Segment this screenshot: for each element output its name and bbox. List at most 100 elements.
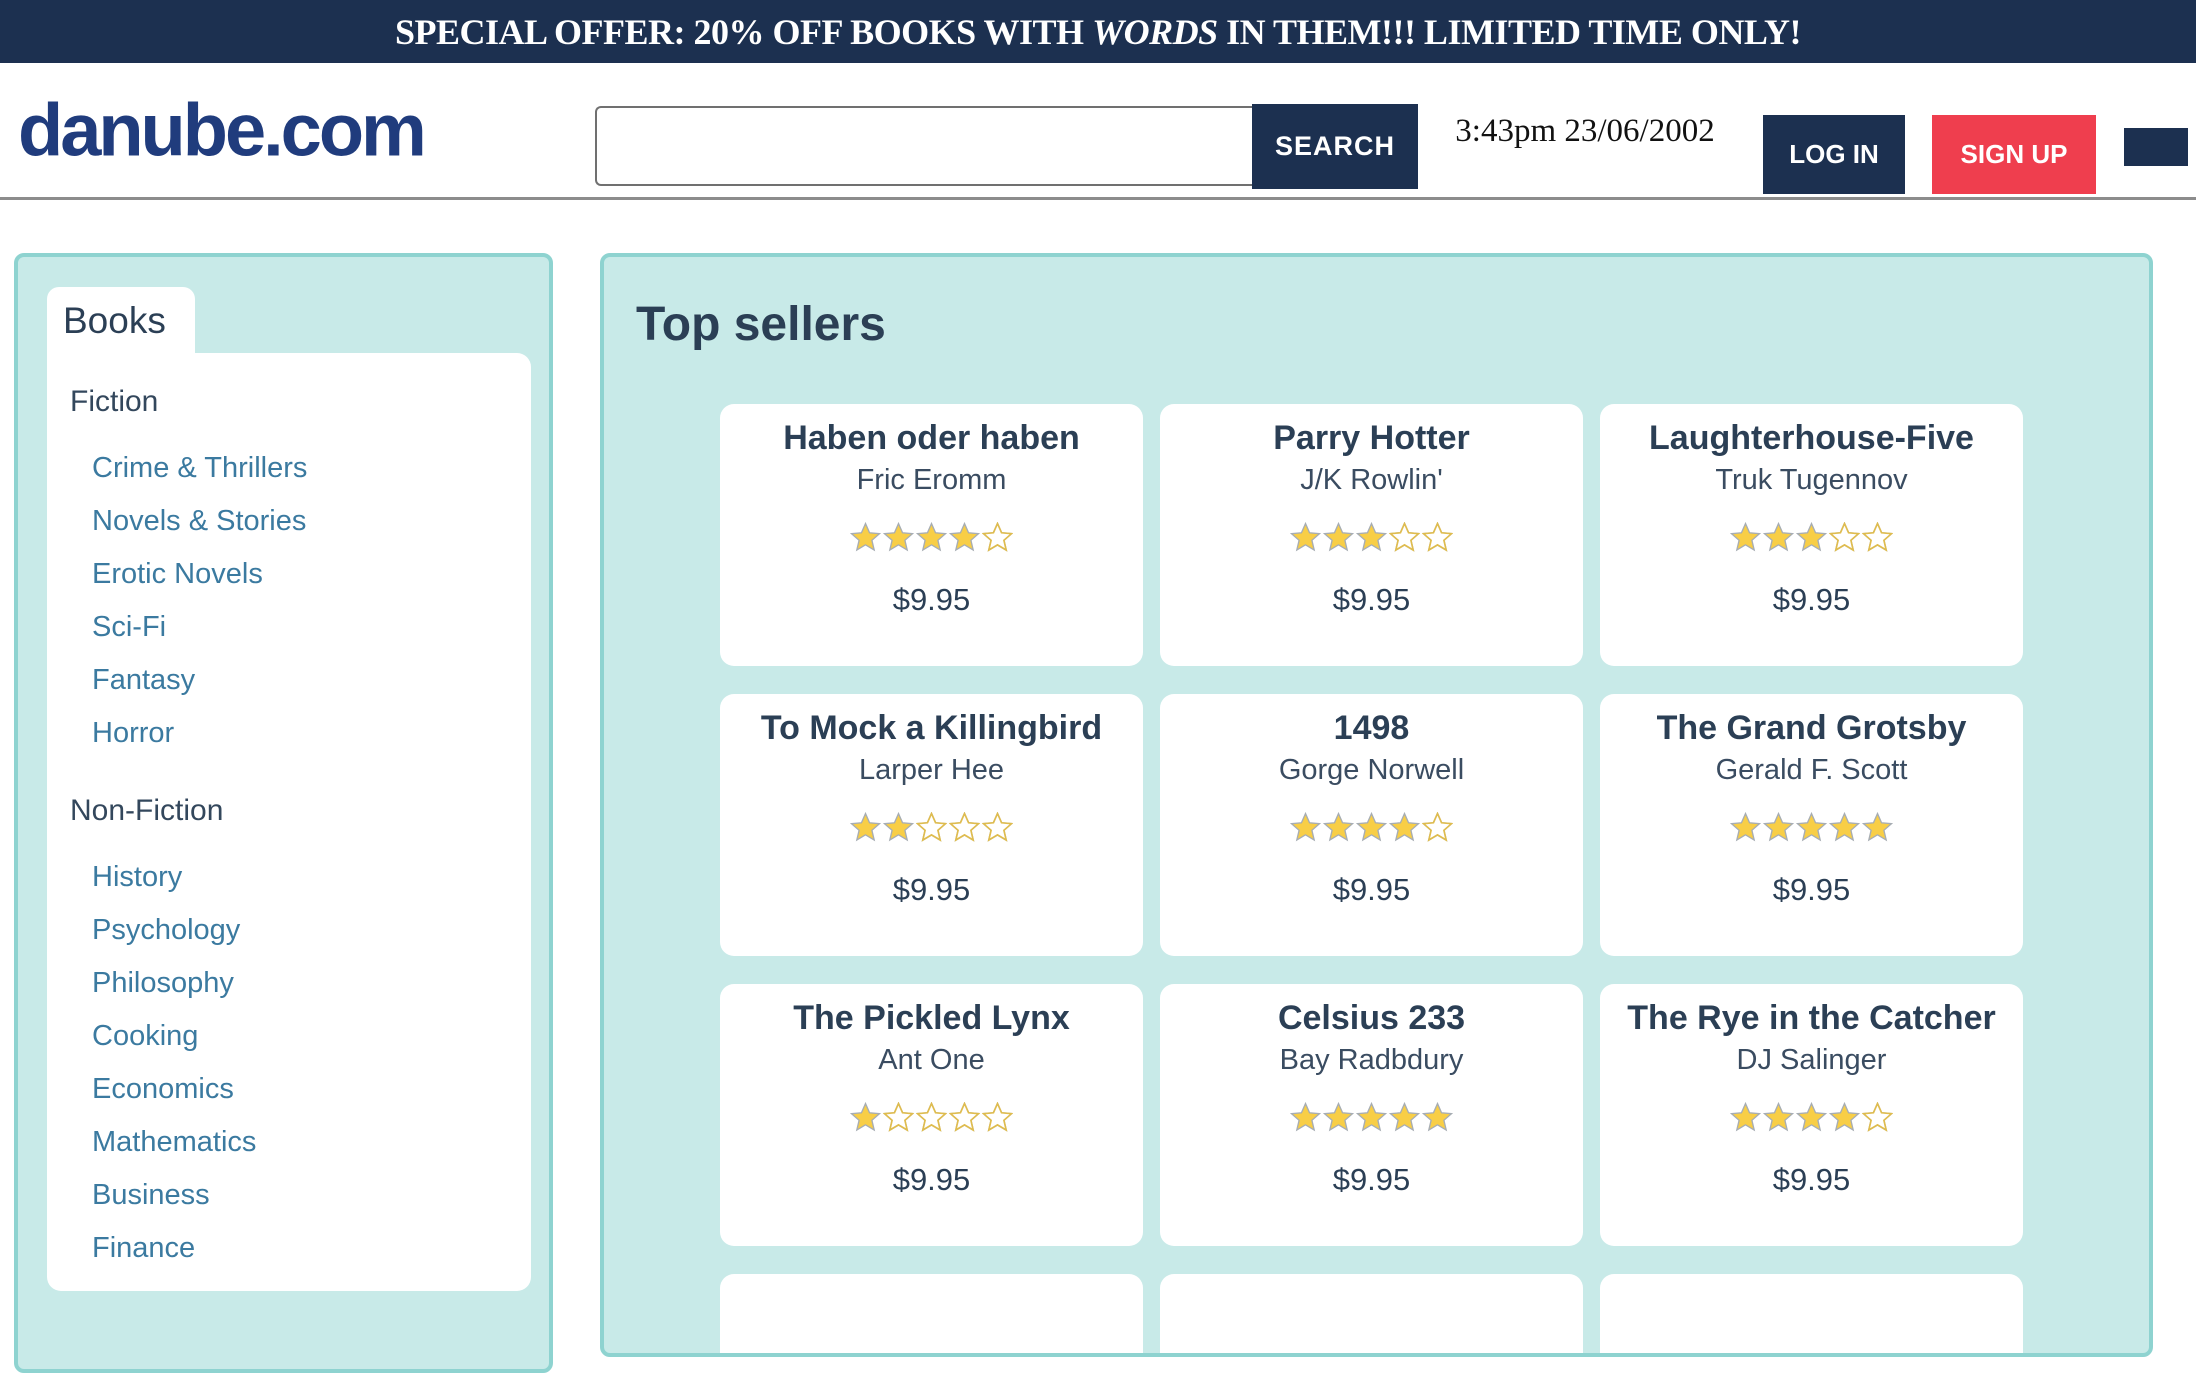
book-card[interactable]: The Pickled Lynx Ant One $9.95 — [720, 984, 1143, 1246]
login-button[interactable]: LOG IN — [1763, 115, 1905, 194]
star-empty-icon — [982, 1102, 1013, 1132]
book-price: $9.95 — [892, 872, 971, 907]
header-corner-box[interactable] — [2124, 128, 2188, 166]
star-empty-icon — [916, 1102, 947, 1132]
books-tab[interactable]: Books — [47, 287, 195, 355]
book-author: Gerald F. Scott — [1715, 754, 1908, 786]
star-filled-icon — [1829, 812, 1860, 842]
star-filled-icon — [1290, 522, 1321, 552]
star-filled-icon — [1796, 1102, 1827, 1132]
star-rating — [1600, 520, 2023, 554]
star-filled-icon — [1763, 1102, 1794, 1132]
book-author: DJ Salinger — [1736, 1044, 1887, 1076]
signup-button[interactable]: SIGN UP — [1932, 115, 2096, 194]
star-filled-icon — [1356, 812, 1387, 842]
sidebar-item-business[interactable]: Business — [92, 1179, 210, 1211]
sidebar-item-novels-stories[interactable]: Novels & Stories — [92, 505, 307, 537]
star-filled-icon — [1356, 1102, 1387, 1132]
book-title: Parry Hotter — [1273, 419, 1470, 457]
star-rating — [1160, 520, 1583, 554]
book-title: The Pickled Lynx — [793, 999, 1070, 1037]
star-filled-icon — [1356, 522, 1387, 552]
star-filled-icon — [883, 522, 914, 552]
star-rating — [1600, 1100, 2023, 1134]
star-filled-icon — [850, 812, 881, 842]
page-title: Top sellers — [636, 298, 886, 351]
star-filled-icon — [1763, 522, 1794, 552]
book-card[interactable]: Celsius 233 Bay Radbdury $9.95 — [1160, 984, 1583, 1246]
star-filled-icon — [850, 1102, 881, 1132]
star-empty-icon — [916, 812, 947, 842]
star-empty-icon — [982, 812, 1013, 842]
book-title: To Mock a Killingbird — [760, 709, 1103, 747]
search-input[interactable] — [595, 106, 1252, 186]
book-card[interactable]: The Rye in the Catcher DJ Salinger $9.95 — [1600, 984, 2023, 1246]
sidebar-item-erotic-novels[interactable]: Erotic Novels — [92, 558, 263, 590]
star-empty-icon — [1862, 522, 1893, 552]
book-title: 1498 — [1333, 709, 1410, 747]
sidebar-item-sci-fi[interactable]: Sci-Fi — [92, 611, 167, 643]
sidebar-item-cooking[interactable]: Cooking — [92, 1020, 199, 1052]
book-card-partial[interactable] — [1600, 1274, 2023, 1353]
sidebar-section: Fiction Crime & Thrillers Novels & Stories… — [70, 383, 531, 752]
sidebar-item-psychology[interactable]: Psychology — [92, 914, 241, 946]
star-filled-icon — [1829, 1102, 1860, 1132]
book-author: Truk Tugennov — [1715, 464, 1908, 496]
star-empty-icon — [949, 1102, 980, 1132]
book-price: $9.95 — [1772, 582, 1851, 617]
book-author: J/K Rowlin' — [1300, 464, 1443, 496]
star-rating — [1160, 1100, 1583, 1134]
promo-text: SPECIAL OFFER: 20% OFF BOOKS WITH WORDS … — [394, 11, 1802, 52]
category-header: Non-Fiction — [70, 794, 224, 827]
sidebar-item-crime-thrillers[interactable]: Crime & Thrillers — [92, 452, 308, 484]
category-sidebar: Books Fiction Crime & Thrillers Novels & S… — [14, 253, 553, 1373]
star-rating — [1600, 810, 2023, 844]
book-price: $9.95 — [892, 582, 971, 617]
book-author: Gorge Norwell — [1278, 754, 1465, 786]
book-author: Fric Eromm — [856, 464, 1007, 496]
book-card-partial[interactable] — [720, 1274, 1143, 1353]
book-card[interactable]: 1498 Gorge Norwell $9.95 — [1160, 694, 1583, 956]
star-filled-icon — [1730, 522, 1761, 552]
star-empty-icon — [1829, 522, 1860, 552]
site-logo[interactable]: danube.com — [18, 88, 427, 172]
star-filled-icon — [883, 812, 914, 842]
site-header: danube.com SEARCH 3:43pm 23/06/2002 LOG … — [0, 63, 2196, 200]
star-filled-icon — [1323, 812, 1354, 842]
promo-banner: SPECIAL OFFER: 20% OFF BOOKS WITH WORDS … — [0, 0, 2196, 63]
book-price: $9.95 — [1772, 872, 1851, 907]
star-filled-icon — [1763, 812, 1794, 842]
book-card[interactable]: Haben oder haben Fric Eromm $9.95 — [720, 404, 1143, 666]
sidebar-item-horror[interactable]: Horror — [92, 717, 175, 749]
sidebar-item-finance[interactable]: Finance — [92, 1232, 196, 1264]
book-title: Celsius 233 — [1277, 999, 1466, 1037]
star-empty-icon — [982, 522, 1013, 552]
book-card[interactable]: Laughterhouse-Five Truk Tugennov $9.95 — [1600, 404, 2023, 666]
sidebar-item-philosophy[interactable]: Philosophy — [92, 967, 234, 999]
book-card[interactable]: Parry Hotter J/K Rowlin' $9.95 — [1160, 404, 1583, 666]
sidebar-item-fantasy[interactable]: Fantasy — [92, 664, 196, 696]
star-filled-icon — [1323, 1102, 1354, 1132]
book-card[interactable]: The Grand Grotsby Gerald F. Scott $9.95 — [1600, 694, 2023, 956]
search-button[interactable]: SEARCH — [1252, 104, 1418, 189]
star-filled-icon — [850, 522, 881, 552]
sidebar-item-mathematics[interactable]: Mathematics — [92, 1126, 257, 1158]
book-title: Haben oder haben — [783, 419, 1080, 457]
star-filled-icon — [949, 522, 980, 552]
star-empty-icon — [1422, 812, 1453, 842]
top-sellers-panel: Top sellers Haben oder haben Fric Eromm $9… — [600, 253, 2153, 1357]
book-title: Laughterhouse-Five — [1649, 419, 1974, 457]
sidebar-item-history[interactable]: History — [92, 861, 183, 893]
star-filled-icon — [1389, 812, 1420, 842]
book-card[interactable]: To Mock a Killingbird Larper Hee $9.95 — [720, 694, 1143, 956]
book-card-partial[interactable] — [1160, 1274, 1583, 1353]
book-grid: Haben oder haben Fric Eromm $9.95 Parry Hot… — [720, 404, 2023, 1353]
sidebar-section: Non-Fiction History Psychology Philosophy Co… — [70, 792, 531, 1267]
book-title: The Grand Grotsby — [1656, 709, 1967, 747]
book-title: The Rye in the Catcher — [1627, 999, 1996, 1037]
star-empty-icon — [883, 1102, 914, 1132]
star-rating — [1160, 810, 1583, 844]
sidebar-item-economics[interactable]: Economics — [92, 1073, 234, 1105]
star-filled-icon — [1796, 812, 1827, 842]
star-filled-icon — [1422, 1102, 1453, 1132]
